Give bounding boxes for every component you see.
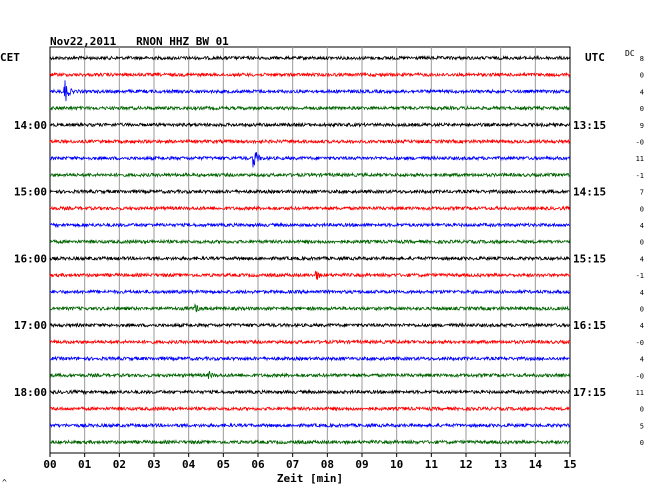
seismogram-trace <box>49 422 571 429</box>
dc-offset-label: 8 <box>640 55 644 63</box>
seismogram-trace <box>49 355 571 362</box>
dc-offset-label: 9 <box>640 122 644 130</box>
x-tick-label: 05 <box>217 458 230 471</box>
dc-offset-label: -1 <box>636 272 644 280</box>
x-tick-label: 01 <box>78 458 92 471</box>
right-time-label: 17:15 <box>573 386 606 399</box>
dc-offset-label: 4 <box>640 88 644 96</box>
seismogram-trace <box>49 54 571 61</box>
right-time-label: 14:15 <box>573 186 606 199</box>
dc-offset-label: 0 <box>640 406 644 414</box>
x-tick-label: 10 <box>390 458 403 471</box>
dc-offset-label: 4 <box>640 356 644 364</box>
seismogram-trace <box>49 152 571 168</box>
dc-offset-label: 0 <box>640 105 644 113</box>
dc-offset-label: 11 <box>636 155 644 163</box>
plot-frame <box>49 46 571 454</box>
dc-offset-label: -1 <box>636 172 644 180</box>
right-time-label: 15:15 <box>573 252 606 265</box>
dc-offset-label: 11 <box>636 389 644 397</box>
x-tick-label: 15 <box>563 458 576 471</box>
corner-mark: ^ <box>2 478 7 487</box>
seismogram-trace <box>49 405 571 412</box>
left-timezone-label: CET <box>0 51 20 64</box>
left-time-label: 17:00 <box>14 319 47 332</box>
left-time-label: 18:00 <box>14 386 47 399</box>
x-tick-label: 14 <box>529 458 543 471</box>
chart-title: Nov22,2011 RNON HHZ BW 01 <box>50 35 229 48</box>
seismogram-trace <box>49 104 571 112</box>
x-tick-label: 03 <box>147 458 160 471</box>
x-tick-label: 13 <box>494 458 507 471</box>
dc-column-label: DC <box>625 49 635 58</box>
seismogram-trace <box>49 121 571 128</box>
dc-offset-label: 0 <box>640 439 644 447</box>
x-tick-label: 11 <box>425 458 439 471</box>
seismogram-trace <box>49 238 571 245</box>
dc-offset-label: 4 <box>640 322 644 330</box>
seismogram-trace <box>49 71 571 78</box>
dc-offset-label: 4 <box>640 289 644 297</box>
right-time-label: 16:15 <box>573 319 606 332</box>
dc-offset-label: 0 <box>640 306 644 314</box>
dc-offset-label: -0 <box>636 139 644 147</box>
x-tick-label: 04 <box>182 458 196 471</box>
seismogram-trace <box>49 388 571 396</box>
left-time-label: 14:00 <box>14 119 47 132</box>
seismogram-trace <box>49 138 571 145</box>
seismogram-trace <box>49 322 571 329</box>
seismogram-trace <box>49 302 571 313</box>
seismogram-trace <box>49 221 571 229</box>
seismogram-trace <box>49 270 571 280</box>
x-tick-label: 07 <box>286 458 299 471</box>
seismogram-trace <box>49 255 571 262</box>
seismogram-trace <box>49 188 571 195</box>
seismogram-trace <box>49 171 571 179</box>
dc-offset-label: 0 <box>640 239 644 247</box>
x-axis-label: Zeit [min] <box>277 472 343 485</box>
dc-offset-label: 0 <box>640 205 644 213</box>
left-time-label: 16:00 <box>14 252 47 265</box>
seismogram-trace <box>49 439 571 446</box>
x-tick-label: 09 <box>355 458 368 471</box>
left-time-label: 15:00 <box>14 186 47 199</box>
seismogram-trace <box>49 338 571 346</box>
right-timezone-label: UTC <box>585 51 605 64</box>
dc-offset-label: 5 <box>640 422 644 430</box>
x-tick-label: 08 <box>321 458 334 471</box>
dc-offset-label: -0 <box>636 372 644 380</box>
seismogram-trace <box>49 205 571 212</box>
dc-offset-label: 7 <box>640 189 644 197</box>
seismogram-trace <box>49 288 571 295</box>
dc-offset-label: 4 <box>640 255 644 263</box>
dc-offset-label: 4 <box>640 222 644 230</box>
dc-offset-label: -0 <box>636 339 644 347</box>
x-tick-label: 00 <box>43 458 56 471</box>
x-tick-label: 06 <box>251 458 265 471</box>
dc-offset-label: 0 <box>640 72 644 80</box>
x-tick-label: 02 <box>113 458 126 471</box>
seismogram-trace <box>49 370 571 380</box>
x-tick-label: 12 <box>459 458 472 471</box>
seismogram-trace <box>49 80 571 102</box>
right-time-label: 13:15 <box>573 119 606 132</box>
